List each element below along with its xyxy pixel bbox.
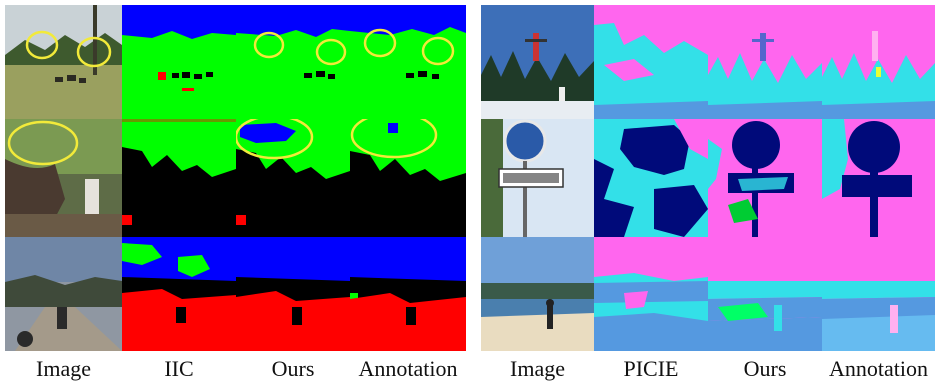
left-row1-annotation	[350, 5, 466, 119]
right-row1-ours	[708, 5, 822, 119]
left-row3-ours	[236, 237, 350, 351]
caption-annotation: Annotation	[358, 356, 458, 381]
right-caption-row: Image PICIE Ours Annotation	[481, 356, 935, 382]
right-row3-ours	[708, 237, 822, 351]
left-row3-annotation	[350, 237, 466, 351]
caption-iic: IIC	[164, 356, 194, 381]
left-row1-image	[5, 5, 122, 119]
left-row1-ours	[236, 5, 350, 119]
left-caption-row: Image IIC Ours Annotation	[5, 356, 466, 382]
left-row2-image	[5, 119, 122, 237]
right-row1-annotation	[822, 5, 935, 119]
left-row1-iic	[122, 5, 236, 119]
right-row3-picie	[594, 237, 708, 351]
caption-ours-right: Ours	[743, 356, 787, 381]
right-row2-picie	[594, 119, 708, 237]
right-row2-ours	[708, 119, 822, 237]
right-row1-image	[481, 5, 594, 119]
caption-picie: PICIE	[623, 356, 679, 381]
left-row2-iic	[122, 119, 236, 237]
right-row2-annotation	[822, 119, 935, 237]
right-row2-image	[481, 119, 594, 237]
right-row1-picie	[594, 5, 708, 119]
caption-annotation-right: Annotation	[829, 356, 928, 381]
caption-image: Image	[36, 356, 91, 381]
left-row3-image	[5, 237, 122, 351]
left-row3-iic	[122, 237, 236, 351]
caption-image-right: Image	[510, 356, 565, 381]
right-row3-image	[481, 237, 594, 351]
right-row3-annotation	[822, 237, 935, 351]
caption-ours: Ours	[271, 356, 315, 381]
left-row2-ours	[236, 119, 350, 237]
left-row2-annotation	[350, 119, 466, 237]
